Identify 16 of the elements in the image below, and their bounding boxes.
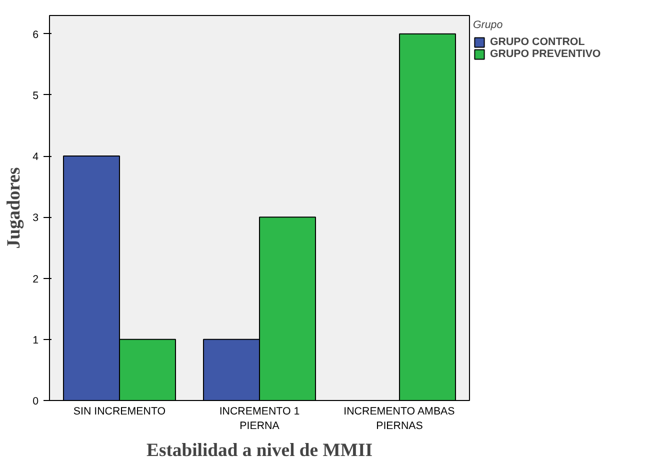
y-tick-label: 2 xyxy=(32,273,39,286)
x-tick-label: INCREMENTO 1 PIERNA xyxy=(219,406,300,432)
y-tick-label: 1 xyxy=(32,334,39,346)
x-tick-label: INCREMENTO AMBAS PIERNAS xyxy=(344,406,455,432)
bar xyxy=(399,33,456,400)
x-tick-label: SIN INCREMENTO xyxy=(73,406,166,418)
legend-label: GRUPO PREVENTIVO xyxy=(490,48,601,60)
legend-title: Grupo xyxy=(473,19,504,31)
y-tick-label: 0 xyxy=(32,396,39,408)
y-tick-label: 6 xyxy=(32,28,39,41)
y-tick-label: 5 xyxy=(32,90,39,102)
y-axis-title: Jugadores xyxy=(4,167,25,249)
y-tick-label: 4 xyxy=(32,151,39,164)
legend-label: GRUPO CONTROL xyxy=(490,36,585,48)
y-tick-label: 3 xyxy=(32,212,39,224)
x-axis-title: Estabilidad a nivel de MMII xyxy=(146,440,372,461)
